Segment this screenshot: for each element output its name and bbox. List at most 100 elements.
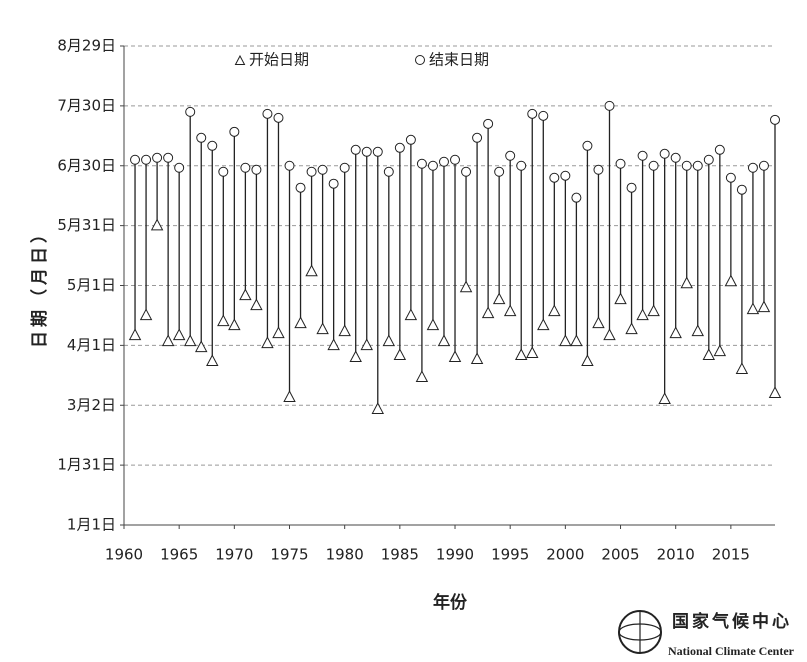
start-marker xyxy=(702,348,716,361)
start-marker xyxy=(239,288,252,301)
legend-marker xyxy=(234,54,246,65)
end-marker xyxy=(196,132,207,143)
y-axis-label: 日期（月日） xyxy=(29,222,50,348)
end-marker xyxy=(703,154,714,165)
end-marker xyxy=(505,150,516,161)
end-marker xyxy=(427,160,438,171)
start-marker xyxy=(128,328,142,341)
start-marker xyxy=(283,390,296,402)
y-tick-label: 5月31日 xyxy=(57,216,116,234)
end-marker xyxy=(681,160,692,171)
start-marker xyxy=(393,348,407,361)
x-tick-label: 2015 xyxy=(712,546,750,564)
start-marker xyxy=(625,322,638,335)
end-marker xyxy=(383,166,394,177)
start-marker xyxy=(250,298,263,311)
start-marker xyxy=(261,336,274,349)
end-marker xyxy=(240,162,251,173)
x-tick-label: 1990 xyxy=(436,546,474,564)
logo: 国家气候中心 National Climate Center xyxy=(618,610,795,658)
start-marker xyxy=(746,302,760,315)
end-marker xyxy=(582,140,593,151)
end-marker xyxy=(593,164,604,175)
y-tick-label: 7月30日 xyxy=(57,96,116,114)
legend-marker xyxy=(415,55,425,65)
logo-name-cn: 国家气候中心 xyxy=(672,611,792,632)
start-marker xyxy=(492,292,506,305)
start-marker xyxy=(559,334,572,347)
end-marker xyxy=(174,162,185,173)
end-marker xyxy=(405,134,416,145)
start-marker xyxy=(437,334,451,347)
end-marker xyxy=(714,144,725,155)
end-marker xyxy=(472,132,483,143)
x-tick-label: 1965 xyxy=(160,546,198,564)
y-tick-label: 3月2日 xyxy=(67,396,116,414)
x-tick-label: 2005 xyxy=(601,546,639,564)
start-marker xyxy=(537,318,550,331)
start-marker xyxy=(713,344,727,357)
start-marker xyxy=(150,218,164,231)
start-marker xyxy=(636,308,649,321)
start-marker xyxy=(658,392,671,404)
legend-label: 结束日期 xyxy=(429,51,489,69)
start-marker xyxy=(161,334,175,347)
end-marker xyxy=(350,144,361,155)
x-tick-label: 2000 xyxy=(546,546,584,564)
end-marker xyxy=(273,112,284,123)
end-marker xyxy=(626,182,637,193)
end-marker xyxy=(163,152,174,163)
x-tick-label: 1975 xyxy=(270,546,308,564)
y-tick-label: 6月30日 xyxy=(57,156,116,174)
end-marker xyxy=(185,106,196,117)
start-marker xyxy=(514,348,528,361)
end-marker xyxy=(571,192,582,203)
end-marker xyxy=(604,100,615,111)
end-marker xyxy=(461,166,472,177)
start-marker xyxy=(768,386,782,398)
start-marker xyxy=(349,350,362,363)
logo-name-en: National Climate Center xyxy=(668,644,795,658)
end-marker xyxy=(560,170,571,181)
x-tick-label: 1995 xyxy=(491,546,529,564)
y-tick-label: 4月1日 xyxy=(67,336,116,354)
end-marker xyxy=(317,164,328,175)
end-marker xyxy=(130,154,141,165)
y-tick-label: 1月31日 xyxy=(57,456,116,474)
start-marker xyxy=(647,304,660,317)
start-marker xyxy=(526,346,539,359)
start-marker xyxy=(603,328,616,341)
end-marker xyxy=(306,166,317,177)
end-marker xyxy=(538,110,549,121)
end-marker xyxy=(770,114,780,125)
start-marker xyxy=(139,308,153,321)
legend-label: 开始日期 xyxy=(249,51,309,69)
start-marker xyxy=(327,338,340,351)
start-marker xyxy=(592,316,605,329)
start-marker xyxy=(338,324,351,337)
end-marker xyxy=(516,160,527,171)
end-marker xyxy=(207,140,218,151)
end-marker xyxy=(692,160,703,171)
end-marker xyxy=(747,162,758,173)
end-marker xyxy=(648,160,659,171)
end-marker xyxy=(372,146,383,157)
end-marker xyxy=(262,108,273,119)
end-marker xyxy=(295,182,306,193)
start-marker xyxy=(548,304,561,317)
x-axis-label: 年份 xyxy=(433,592,468,613)
start-marker xyxy=(581,354,594,367)
end-marker xyxy=(152,152,163,163)
end-marker xyxy=(394,142,405,153)
x-tick-label: 2010 xyxy=(657,546,695,564)
start-marker xyxy=(183,334,197,347)
start-marker xyxy=(228,318,241,331)
start-marker xyxy=(316,322,329,335)
end-marker xyxy=(758,160,769,171)
start-marker xyxy=(680,276,693,289)
start-marker xyxy=(382,334,396,347)
end-marker xyxy=(450,154,461,165)
start-marker xyxy=(448,350,462,363)
start-marker xyxy=(415,370,429,383)
end-marker xyxy=(725,172,736,183)
